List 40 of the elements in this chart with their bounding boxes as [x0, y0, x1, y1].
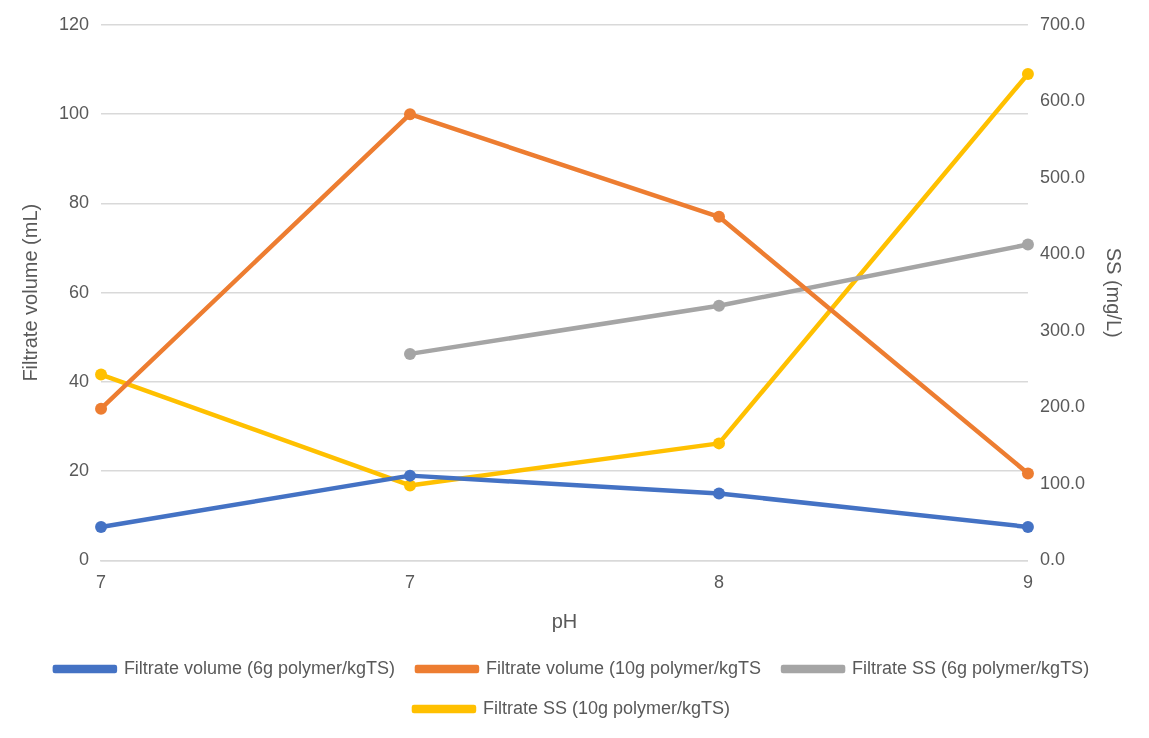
y-tick-label: 80 — [69, 192, 90, 213]
x-tick-label: 9 — [1022, 572, 1033, 593]
point — [1021, 67, 1034, 80]
y2-tick-label: 600.0 — [1039, 90, 1085, 111]
y-tick-label: 40 — [69, 370, 90, 391]
point — [712, 487, 725, 500]
y2-tick-label: 200.0 — [1039, 396, 1085, 417]
x-tick-label: 7 — [96, 572, 107, 593]
y-tick-label: 120 — [58, 13, 90, 34]
point — [404, 347, 417, 360]
point — [712, 437, 725, 450]
legend-label: Filtrate SS (6g polymer/kgTS) — [852, 657, 1090, 678]
y-tick-label: 60 — [69, 281, 90, 302]
y2-tick-label: 700.0 — [1039, 13, 1085, 34]
x-axis-title: pH — [551, 609, 578, 632]
point — [95, 402, 108, 415]
y2-tick-label: 400.0 — [1039, 243, 1085, 264]
x-tick-label: 8 — [713, 572, 724, 593]
y2-tick-label: 0.0 — [1039, 549, 1065, 570]
y2-tick-label: 100.0 — [1039, 472, 1085, 493]
y-tick-label: 0 — [79, 549, 90, 570]
y-tick-label: 100 — [58, 103, 90, 124]
y2-tick-label: 300.0 — [1039, 319, 1085, 340]
point — [1021, 238, 1034, 251]
y-tick-label: 20 — [69, 460, 90, 481]
point — [95, 368, 108, 381]
y2-axis-title: SS (mg/L) — [1103, 247, 1126, 338]
legend-label: Filtrate volume (10g polymer/kgTS — [485, 657, 762, 678]
x-tick-label: 7 — [405, 572, 416, 593]
y2-tick-label: 500.0 — [1039, 166, 1085, 187]
y-axis-title: Filtrate volume (mL) — [18, 203, 41, 382]
point — [404, 469, 417, 482]
point — [712, 299, 725, 312]
point — [712, 210, 725, 223]
legend-label: Filtrate SS (10g polymer/kgTS) — [482, 697, 731, 718]
legend-label: Filtrate volume (6g polymer/kgTS) — [123, 657, 395, 678]
point — [1021, 520, 1034, 533]
point — [404, 108, 417, 121]
point — [1021, 467, 1034, 480]
point — [95, 520, 108, 533]
